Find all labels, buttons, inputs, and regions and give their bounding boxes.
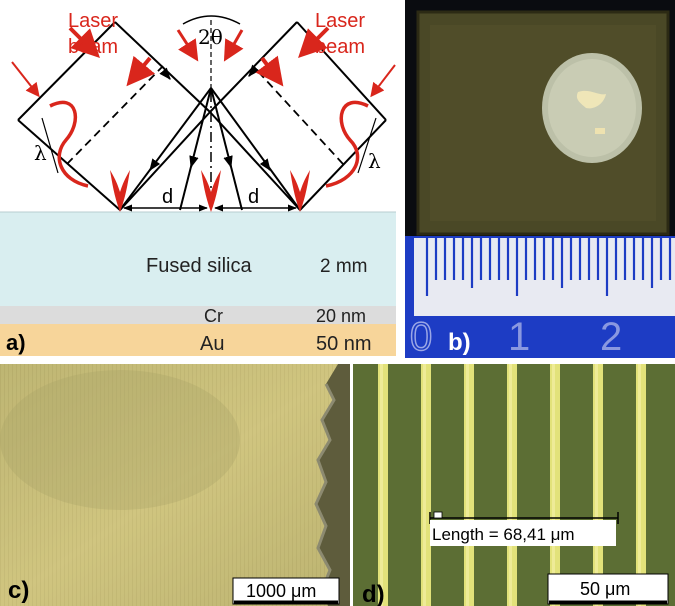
lambda-right: λ <box>368 149 381 173</box>
fringe-flames <box>110 170 310 212</box>
panel-b-label: b) <box>448 329 471 356</box>
scale-bar-d-box <box>547 573 669 605</box>
layer-au <box>0 324 396 356</box>
angle-arc <box>182 15 241 25</box>
panel-c: 1000 μm c) <box>0 364 352 606</box>
scale-bar-d: 50 μm <box>580 579 630 599</box>
panel-a-label: a) <box>6 330 26 355</box>
layer-au-name: Au <box>200 333 224 355</box>
inner-rays <box>119 64 301 211</box>
scale-bar-c-box <box>232 577 340 605</box>
laser-left-line2: beam <box>68 36 118 58</box>
layer-fused-silica-name: Fused silica <box>146 255 252 277</box>
lambda-left: λ <box>34 141 47 165</box>
ruler-ticks <box>425 238 672 296</box>
ruler-number-2: 2 <box>600 315 622 359</box>
left-beam-outline <box>17 21 211 211</box>
ruler-number-0: 0 <box>410 315 432 359</box>
wave-left <box>49 100 89 188</box>
panel-d: Length = 68,41 μm 50 μm d) <box>352 364 675 606</box>
panel-a: Laser beam Laser beam 2θ λ λ d d Fused s… <box>0 10 396 356</box>
measure-box <box>430 520 616 546</box>
laser-right-line1: Laser <box>315 10 365 32</box>
panel-c-label: c) <box>8 577 29 604</box>
d-left-label: d <box>162 186 173 208</box>
panel-b: 0 1 2 b) <box>405 0 675 360</box>
layer-au-thickness: 50 nm <box>316 333 372 355</box>
angle-label: 2θ <box>198 25 223 49</box>
panel-d-label: d) <box>362 581 385 606</box>
wave-right <box>325 100 369 188</box>
layer-cr-name: Cr <box>204 306 223 326</box>
layer-fused-silica <box>0 212 396 306</box>
laser-arrows <box>11 26 396 98</box>
d-right-label: d <box>248 186 259 208</box>
scale-bar-c: 1000 μm <box>246 581 316 601</box>
layer-cr <box>0 306 396 324</box>
laser-right-line2: beam <box>315 36 365 58</box>
laser-left-line1: Laser <box>68 10 118 32</box>
ruler-number-1: 1 <box>508 315 530 359</box>
measure-label: Length = 68,41 μm <box>432 525 575 544</box>
layer-cr-thickness: 20 nm <box>316 306 366 326</box>
layer-fused-silica-thickness: 2 mm <box>320 256 368 277</box>
